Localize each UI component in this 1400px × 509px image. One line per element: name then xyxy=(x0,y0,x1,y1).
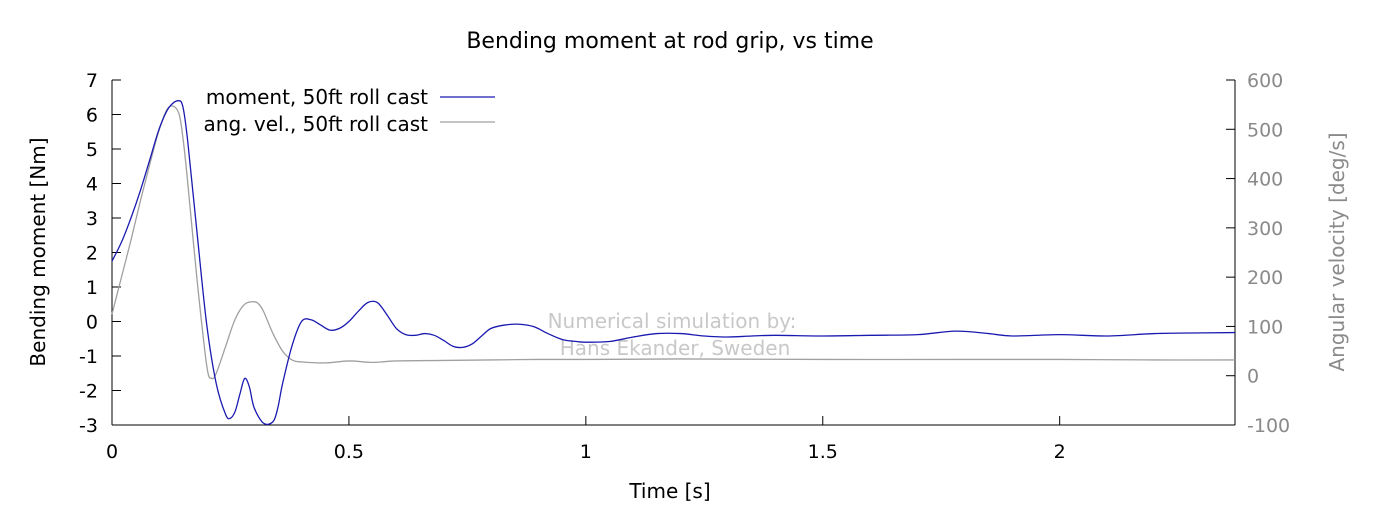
y2-tick-label-1: 0 xyxy=(1247,366,1259,388)
y2-tick-label-7: 600 xyxy=(1247,70,1283,92)
y2-tick-label-0: -100 xyxy=(1247,415,1290,437)
y-tick-label-4: 1 xyxy=(86,277,98,299)
legend-label-moment: moment, 50ft roll cast xyxy=(206,85,428,109)
y2-tick-label-6: 500 xyxy=(1247,119,1283,141)
y2-tick-label-3: 200 xyxy=(1247,267,1283,289)
y-tick-label-2: -1 xyxy=(79,346,98,368)
x-tick-label-3: 1.5 xyxy=(808,441,838,463)
y2-tick-label-5: 400 xyxy=(1247,169,1283,191)
x-axis-ticks: 0 0.5 1 1.5 2 xyxy=(106,416,1066,463)
series-line-moment xyxy=(111,100,1236,426)
y2-axis-label: Angular velocity [deg/s] xyxy=(1325,132,1349,371)
y-axis-ticks: -3 -2 -1 0 1 2 3 4 5 6 7 xyxy=(79,70,121,437)
x-tick-label-4: 2 xyxy=(1054,441,1066,463)
x-tick-label-1: 0.5 xyxy=(334,441,364,463)
legend-label-ang-vel: ang. vel., 50ft roll cast xyxy=(204,112,429,136)
x-tick-label-2: 1 xyxy=(580,441,592,463)
x-tick-label-0: 0 xyxy=(106,441,118,463)
annotation-line-1: Numerical simulation by: xyxy=(548,309,797,333)
series-line-ang-vel xyxy=(111,105,1236,380)
legend: moment, 50ft roll cast ang. vel., 50ft r… xyxy=(204,85,495,136)
chart-title: Bending moment at rod grip, vs time xyxy=(466,29,873,54)
y2-tick-label-2: 100 xyxy=(1247,316,1283,338)
annotation-line-2: Hans Ekander, Sweden xyxy=(560,336,791,360)
y-tick-label-0: -3 xyxy=(79,415,98,437)
y-tick-label-1: -2 xyxy=(79,381,98,403)
y-axis-label: Bending moment [Nm] xyxy=(26,137,50,366)
series-layer xyxy=(111,100,1236,426)
y-tick-label-7: 4 xyxy=(86,174,98,196)
y-tick-label-8: 5 xyxy=(86,139,98,161)
y-tick-label-10: 7 xyxy=(86,70,98,92)
x-axis-label: Time [s] xyxy=(628,479,710,503)
annotation: Numerical simulation by: Hans Ekander, S… xyxy=(548,309,797,360)
y-tick-label-5: 2 xyxy=(86,243,98,265)
y2-tick-label-4: 300 xyxy=(1247,218,1283,240)
y-tick-label-9: 6 xyxy=(86,105,98,127)
y-tick-label-3: 0 xyxy=(86,312,98,334)
y-tick-label-6: 3 xyxy=(86,208,98,230)
y2-axis-ticks: -100 0 100 200 300 400 500 600 xyxy=(1226,70,1290,437)
